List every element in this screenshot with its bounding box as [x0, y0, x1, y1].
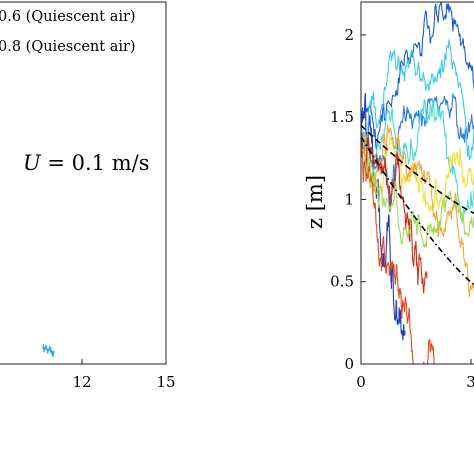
right-y-tick-label: 0.5: [330, 273, 354, 291]
left-x-tick-label: 12: [72, 373, 91, 391]
left-series-group: [42, 343, 55, 357]
right-x-tick-label: 0: [356, 373, 366, 391]
right-series-line: [361, 93, 406, 341]
left-panel: 12 15 0.6 (Quiescent air) 0.8 (Quiescent …: [0, 1, 176, 391]
left-axes-frame: [0, 1, 167, 365]
right-series-line: [361, 140, 435, 364]
reference-line-dash-dot: [361, 136, 474, 286]
right-series-line: [361, 99, 474, 224]
legend-entry-2: 0.8 (Quiescent air): [0, 39, 136, 55]
right-x-tick-label: 3: [466, 373, 474, 391]
right-axes-frame: [360, 1, 474, 365]
right-y-axis-label: z [m]: [303, 175, 327, 229]
left-x-tick-label: 15: [156, 373, 175, 391]
right-y-tick-label: 1: [344, 190, 354, 208]
right-series-line: [361, 39, 474, 160]
right-series-group: [361, 2, 474, 364]
velocity-annotation: U = 0.1 m/s: [23, 151, 150, 175]
right-y-tick-label: 2: [344, 26, 354, 44]
right-y-tick-label: 0: [344, 355, 354, 373]
right-series-line: [361, 2, 474, 151]
right-y-ticks: 0 0.5 1 1.5 2: [330, 26, 366, 373]
right-y-tick-label: 1.5: [330, 108, 354, 126]
left-x-ticks: 12 15: [72, 359, 176, 391]
right-series-line: [361, 133, 428, 294]
right-series-line: [361, 133, 474, 248]
right-reference-lines: [361, 124, 474, 286]
left-series-line: [42, 343, 55, 357]
reference-line-dashed: [361, 124, 474, 215]
legend-entry-1: 0.6 (Quiescent air): [0, 9, 136, 25]
